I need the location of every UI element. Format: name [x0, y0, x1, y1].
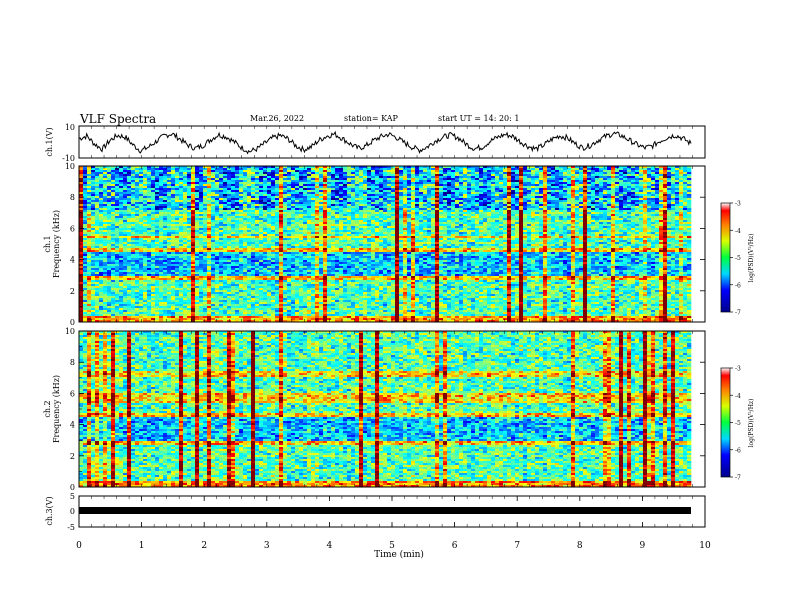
- start-ut-label: start UT = 14: 20: 1: [438, 114, 519, 123]
- ch2-colorbar: -3 -4 -5 -6 -7 log(PSD)(V²/Hz): [720, 366, 755, 482]
- ch3-ytick-bottom: -5: [67, 523, 75, 532]
- x-tick-9: 9: [640, 541, 646, 551]
- x-tick-7: 7: [514, 541, 520, 551]
- x-axis-label: Time (min): [374, 549, 424, 560]
- ch2-colorbar-tick-3: -6: [735, 447, 741, 454]
- ch2-spec-ytick-3: 6: [70, 389, 75, 398]
- figure-title: VLF Spectra: [80, 112, 156, 126]
- ch2-colorbar-tick-1: -4: [735, 393, 741, 400]
- x-tick-3: 3: [264, 541, 270, 551]
- ch2-spec-ytick-5: 10: [65, 327, 75, 336]
- ch2-colorbar-tick-2: -5: [735, 420, 741, 427]
- ch1-spec-ylabel-ch: ch.1: [43, 235, 52, 252]
- station-label: station= KAP: [344, 114, 398, 123]
- ch1-colorbar: -3 -4 -5 -6 -7 log(PSD)(V²/Hz): [720, 201, 755, 317]
- x-tick-10: 10: [699, 541, 711, 551]
- ch1-colorbar-tick-4: -7: [735, 310, 741, 317]
- ch3-flat-signal: [79, 507, 691, 514]
- date-label: Mar.26, 2022: [250, 114, 304, 123]
- x-tick-2: 2: [201, 541, 207, 551]
- ch2-spec-ytick-1: 2: [70, 452, 75, 461]
- ch1-spec-ylabel-freq: Frequency (kHz): [52, 210, 61, 278]
- x-tick-4: 4: [327, 541, 333, 551]
- ch1-waveform-panel: 10 -10 ch.1(V): [45, 123, 706, 163]
- ch1-ylabel: ch.1(V): [45, 127, 54, 156]
- ch1-spec-ytick-4: 8: [70, 193, 75, 202]
- ch1-colorbar-tick-0: -3: [735, 201, 741, 208]
- ch1-colorbar-tick-2: -5: [735, 255, 741, 262]
- ch1-ytick-bottom: -10: [62, 154, 75, 163]
- ch3-ylabel: ch.3(V): [45, 496, 54, 525]
- ch2-spec-ytick-2: 4: [70, 421, 75, 430]
- ch2-colorbar-tick-0: -3: [735, 366, 741, 373]
- ch2-spec-ytick-4: 8: [70, 358, 75, 367]
- ch1-colorbar-label: log(PSD)(V²/Hz): [748, 234, 755, 283]
- x-tick-0: 0: [76, 541, 82, 551]
- ch1-spec-ytick-3: 6: [70, 224, 75, 233]
- ch1-ytick-top: 10: [65, 123, 75, 132]
- ch2-spec-ylabel-ch: ch.2: [43, 400, 52, 417]
- x-tick-8: 8: [577, 541, 583, 551]
- ch3-ytick-mid: 0: [70, 507, 75, 516]
- x-tick-6: 6: [452, 541, 458, 551]
- ch1-spec-ytick-1: 2: [70, 287, 75, 296]
- ch2-colorbar-tick-4: -7: [735, 475, 741, 482]
- ch2-spectrogram-panel: 0 2 4 6 8 10 ch.2 Frequency (kHz): [43, 327, 706, 492]
- ch1-spectrogram-panel: 0 2 4 6 8 10 ch.1 Frequency (kHz): [43, 162, 706, 327]
- ch2-colorbar-label: log(PSD)(V²/Hz): [748, 399, 755, 448]
- ch3-ytick-top: 5: [70, 492, 75, 501]
- ch1-waveform-line: [79, 130, 692, 155]
- ch3-waveform-panel: 5 0 -5 ch.3(V) 0 1 2 3 4 5 6 7 8 9 10 Time (min): [45, 126, 711, 560]
- ch1-colorbar-tick-3: -6: [735, 282, 741, 289]
- ch2-spec-ylabel-freq: Frequency (kHz): [52, 375, 61, 443]
- ch1-colorbar-tick-1: -4: [735, 228, 741, 235]
- x-tick-5: 5: [389, 541, 395, 551]
- ch1-spec-ytick-0: 0: [70, 318, 75, 327]
- ch2-spec-ytick-0: 0: [70, 483, 75, 492]
- ch1-spec-ytick-5: 10: [65, 162, 75, 171]
- ch1-spec-ytick-2: 4: [70, 256, 75, 265]
- x-tick-1: 1: [139, 541, 145, 551]
